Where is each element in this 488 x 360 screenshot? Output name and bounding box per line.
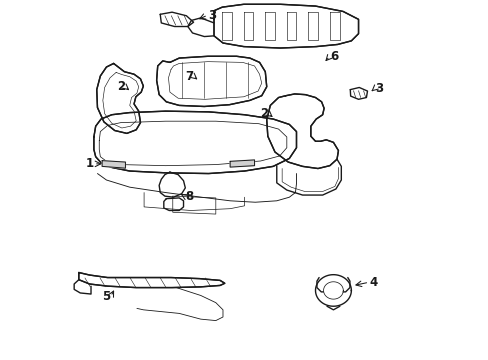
- Text: 2: 2: [117, 80, 124, 93]
- Polygon shape: [79, 273, 224, 288]
- Text: 7: 7: [184, 69, 193, 82]
- Polygon shape: [315, 275, 351, 306]
- Text: 1: 1: [85, 157, 93, 170]
- Polygon shape: [156, 56, 266, 107]
- Polygon shape: [266, 94, 338, 168]
- Text: 2: 2: [260, 107, 268, 120]
- Polygon shape: [102, 161, 125, 168]
- Text: 3: 3: [208, 9, 216, 22]
- Polygon shape: [214, 4, 358, 48]
- Text: 8: 8: [184, 190, 193, 203]
- Text: 4: 4: [369, 276, 377, 289]
- Text: 6: 6: [329, 50, 338, 63]
- Polygon shape: [97, 63, 143, 134]
- Text: 3: 3: [374, 82, 382, 95]
- Text: 5: 5: [102, 290, 110, 303]
- Polygon shape: [94, 111, 296, 174]
- Polygon shape: [230, 160, 254, 167]
